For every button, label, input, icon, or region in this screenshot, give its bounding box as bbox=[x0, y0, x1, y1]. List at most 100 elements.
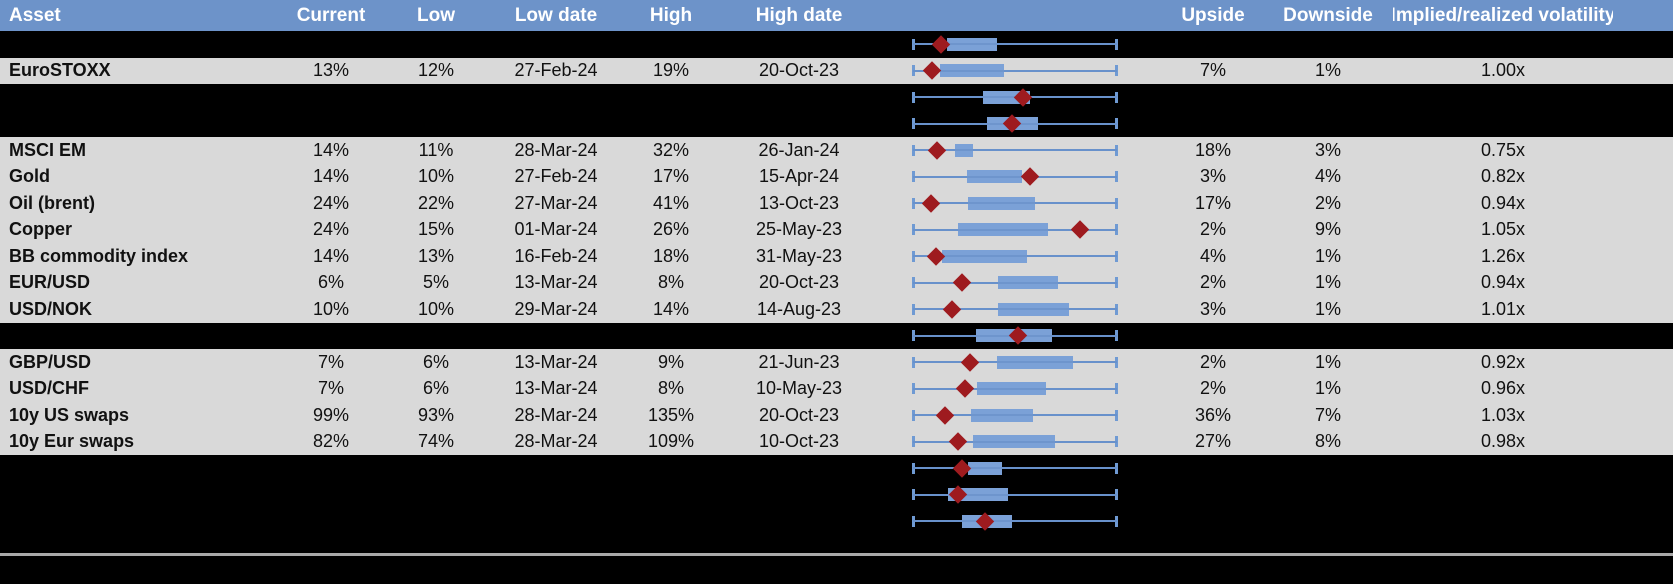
high-cell[interactable] bbox=[617, 111, 725, 138]
asset-cell[interactable] bbox=[0, 323, 285, 350]
low-date-cell[interactable] bbox=[495, 508, 617, 535]
table-row[interactable] bbox=[0, 508, 1673, 535]
high-date-cell[interactable]: 21-Jun-23 bbox=[758, 351, 840, 372]
trailing-cell[interactable] bbox=[1613, 164, 1673, 191]
downside-cell[interactable]: 1% bbox=[1314, 60, 1341, 81]
table-row[interactable]: USD/NOK 10% 10% 29-Mar-24 14% 14-Aug-23 … bbox=[0, 296, 1673, 323]
low-cell[interactable] bbox=[377, 31, 495, 58]
high-cell[interactable]: 8% bbox=[657, 378, 684, 399]
upside-cell[interactable]: 7% bbox=[1199, 60, 1226, 81]
current-cell[interactable] bbox=[285, 455, 377, 482]
downside-cell[interactable]: 2% bbox=[1314, 192, 1341, 213]
low-cell[interactable] bbox=[377, 323, 495, 350]
implied-realized-cell[interactable]: 1.03x bbox=[1480, 404, 1526, 425]
trailing-cell[interactable] bbox=[1613, 429, 1673, 456]
downside-cell[interactable] bbox=[1263, 84, 1393, 111]
high-date-cell[interactable]: 13-Oct-23 bbox=[758, 192, 840, 213]
low-date-cell[interactable]: 27-Feb-24 bbox=[514, 166, 598, 187]
current-cell[interactable] bbox=[285, 508, 377, 535]
low-date-cell[interactable] bbox=[495, 455, 617, 482]
downside-cell[interactable]: 1% bbox=[1314, 245, 1341, 266]
current-cell[interactable]: 14% bbox=[312, 139, 350, 160]
high-date-cell[interactable] bbox=[725, 455, 873, 482]
high-date-cell[interactable]: 25-May-23 bbox=[755, 219, 843, 240]
table-row[interactable]: Copper 24% 15% 01-Mar-24 26% 25-May-23 2… bbox=[0, 216, 1673, 243]
upside-cell[interactable]: 3% bbox=[1199, 166, 1226, 187]
high-cell[interactable]: 26% bbox=[652, 219, 690, 240]
table-row[interactable] bbox=[0, 110, 1673, 138]
upside-cell[interactable]: 3% bbox=[1199, 298, 1226, 319]
low-date-cell[interactable]: 16-Feb-24 bbox=[514, 245, 598, 266]
low-cell[interactable]: 10% bbox=[417, 298, 455, 319]
table-row[interactable]: BB commodity index 14% 13% 16-Feb-24 18%… bbox=[0, 243, 1673, 270]
current-cell[interactable] bbox=[285, 111, 377, 138]
trailing-cell[interactable] bbox=[1613, 111, 1673, 138]
table-row[interactable]: 10y US swaps 99% 93% 28-Mar-24 135% 20-O… bbox=[0, 402, 1673, 429]
upside-cell[interactable]: 2% bbox=[1199, 219, 1226, 240]
col-header-asset[interactable]: Asset bbox=[9, 4, 61, 26]
upside-cell[interactable] bbox=[1163, 482, 1263, 509]
implied-realized-cell[interactable]: 0.98x bbox=[1480, 431, 1526, 452]
downside-cell[interactable] bbox=[1263, 323, 1393, 350]
trailing-cell[interactable] bbox=[1613, 58, 1673, 85]
trailing-cell[interactable] bbox=[1613, 402, 1673, 429]
high-cell[interactable]: 18% bbox=[652, 245, 690, 266]
upside-cell[interactable]: 18% bbox=[1194, 139, 1232, 160]
high-date-cell[interactable]: 31-May-23 bbox=[755, 245, 843, 266]
table-row[interactable] bbox=[0, 84, 1673, 111]
asset-cell[interactable]: USD/CHF bbox=[9, 378, 89, 399]
col-header-high-date[interactable]: High date bbox=[755, 4, 843, 26]
downside-cell[interactable] bbox=[1263, 455, 1393, 482]
trailing-cell[interactable] bbox=[1613, 323, 1673, 350]
downside-cell[interactable]: 1% bbox=[1314, 378, 1341, 399]
downside-cell[interactable]: 4% bbox=[1314, 166, 1341, 187]
table-row[interactable]: Gold 14% 10% 27-Feb-24 17% 15-Apr-24 3% … bbox=[0, 163, 1673, 191]
asset-cell[interactable] bbox=[0, 482, 285, 509]
downside-cell[interactable] bbox=[1263, 482, 1393, 509]
table-row[interactable] bbox=[0, 31, 1673, 58]
col-header-downside[interactable]: Downside bbox=[1283, 4, 1373, 26]
implied-realized-cell[interactable]: 0.96x bbox=[1480, 378, 1526, 399]
low-cell[interactable]: 13% bbox=[417, 245, 455, 266]
col-header-high[interactable]: High bbox=[649, 4, 693, 26]
current-cell[interactable] bbox=[285, 31, 377, 58]
table-row[interactable] bbox=[0, 481, 1673, 509]
low-cell[interactable]: 15% bbox=[417, 219, 455, 240]
high-date-cell[interactable]: 20-Oct-23 bbox=[758, 404, 840, 425]
low-cell[interactable] bbox=[377, 111, 495, 138]
asset-cell[interactable]: 10y US swaps bbox=[9, 404, 130, 425]
implied-realized-cell[interactable] bbox=[1393, 323, 1613, 350]
downside-cell[interactable]: 7% bbox=[1314, 404, 1341, 425]
high-cell[interactable]: 19% bbox=[652, 60, 690, 81]
asset-cell[interactable] bbox=[0, 111, 285, 138]
low-cell[interactable]: 93% bbox=[417, 404, 455, 425]
low-date-cell[interactable]: 28-Mar-24 bbox=[514, 139, 598, 160]
high-date-cell[interactable]: 20-Oct-23 bbox=[758, 272, 840, 293]
trailing-cell[interactable] bbox=[1613, 270, 1673, 297]
asset-cell[interactable]: MSCI EM bbox=[9, 139, 87, 160]
current-cell[interactable] bbox=[285, 84, 377, 111]
current-cell[interactable]: 7% bbox=[317, 378, 344, 399]
col-header-upside[interactable]: Upside bbox=[1181, 4, 1245, 26]
implied-realized-cell[interactable]: 1.00x bbox=[1480, 60, 1526, 81]
low-cell[interactable] bbox=[377, 508, 495, 535]
low-date-cell[interactable] bbox=[495, 482, 617, 509]
implied-realized-cell[interactable]: 1.05x bbox=[1480, 219, 1526, 240]
low-date-cell[interactable]: 01-Mar-24 bbox=[514, 219, 598, 240]
high-cell[interactable]: 32% bbox=[652, 139, 690, 160]
current-cell[interactable] bbox=[285, 482, 377, 509]
table-row[interactable]: GBP/USD 7% 6% 13-Mar-24 9% 21-Jun-23 2% … bbox=[0, 349, 1673, 376]
current-cell[interactable] bbox=[285, 323, 377, 350]
high-cell[interactable]: 109% bbox=[647, 431, 695, 452]
implied-realized-cell[interactable] bbox=[1393, 455, 1613, 482]
high-date-cell[interactable]: 14-Aug-23 bbox=[756, 298, 842, 319]
high-cell[interactable] bbox=[617, 323, 725, 350]
low-date-cell[interactable]: 27-Feb-24 bbox=[514, 60, 598, 81]
table-row[interactable]: Oil (brent) 24% 22% 27-Mar-24 41% 13-Oct… bbox=[0, 190, 1673, 217]
table-row[interactable]: EuroSTOXX 13% 12% 27-Feb-24 19% 20-Oct-2… bbox=[0, 57, 1673, 85]
upside-cell[interactable]: 2% bbox=[1199, 272, 1226, 293]
low-date-cell[interactable] bbox=[495, 31, 617, 58]
high-cell[interactable] bbox=[617, 508, 725, 535]
upside-cell[interactable] bbox=[1163, 111, 1263, 138]
trailing-cell[interactable] bbox=[1613, 376, 1673, 403]
